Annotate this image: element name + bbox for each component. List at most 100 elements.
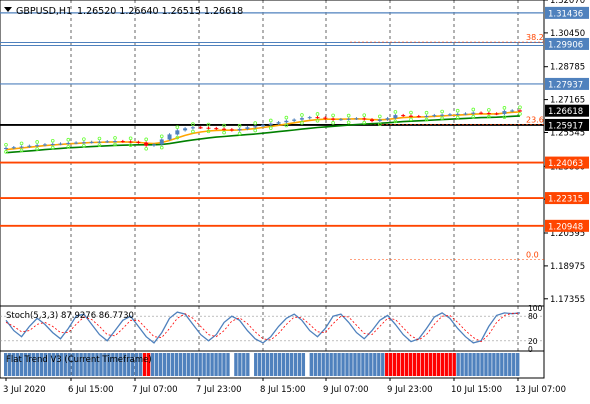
dot-marker: [362, 120, 367, 125]
candle-body: [144, 142, 149, 146]
horizontal-levels: [0, 12, 544, 227]
flat-trend-bar: [496, 353, 500, 376]
flat-trend-bar: [309, 353, 313, 376]
dot-marker: [409, 117, 413, 122]
flat-trend-bar: [59, 353, 63, 376]
flat-trend-bar: [51, 353, 55, 376]
dot-marker: [471, 114, 476, 119]
flat-trend-bar: [369, 353, 373, 376]
dot-marker: [346, 120, 351, 125]
flat-trend-bar: [99, 353, 103, 376]
candle-body: [237, 128, 242, 131]
flat-trend-bar: [504, 353, 508, 376]
flat-trend-bar: [186, 353, 190, 376]
dot-marker: [455, 115, 460, 120]
flat-trend-bar: [107, 353, 111, 376]
dot-marker: [35, 140, 39, 144]
candle-body: [463, 113, 468, 115]
flat-trend-bar: [440, 353, 444, 376]
level-price-tag: [545, 6, 589, 19]
dot-marker: [82, 137, 86, 141]
candle-body: [190, 127, 195, 129]
stochastic-label: Stoch(5,3,3) 87.9276 86.7730: [6, 311, 134, 321]
flat-trend-bar: [508, 353, 512, 376]
flat-trend-bar: [11, 353, 16, 376]
moving-average-line: [5, 115, 521, 154]
flat-trend-bar: [345, 353, 349, 376]
candle-body: [494, 113, 499, 115]
flat-trend-bar: [39, 353, 44, 376]
dot-marker: [4, 143, 8, 147]
price-tick-label: 1.17355: [550, 295, 585, 305]
flat-trend-bar: [325, 353, 329, 376]
flat-trend-bar: [361, 353, 365, 376]
flat-trend-bar: [373, 353, 377, 376]
candle-body: [401, 115, 406, 117]
main-chart-frame[interactable]: [0, 0, 545, 307]
flat-trend-bar: [289, 353, 294, 376]
fib-label: 0.0: [526, 251, 539, 260]
dot-marker: [35, 147, 39, 151]
dot-marker: [378, 114, 382, 119]
candle-body: [66, 142, 71, 144]
dot-marker: [237, 123, 242, 128]
dot-marker: [4, 150, 8, 154]
level-price-tag: [545, 156, 589, 169]
flat-trend-bar: [146, 353, 151, 376]
candle-body: [408, 115, 413, 117]
flat-trend-bar: [250, 353, 254, 376]
flat-trend-bar: [273, 353, 278, 376]
time-axis: 3 Jul 2020 6 Jul 15:00 7 Jul 07:00 7 Jul 23…: [3, 378, 566, 395]
candle-body: [268, 123, 273, 125]
dot-marker: [502, 106, 507, 110]
dot-marker: [502, 115, 507, 119]
flat-trend-bar: [408, 353, 413, 376]
flat-trend-bar: [127, 353, 131, 376]
flat-trend-bar: [448, 353, 452, 376]
flat-trend-bar: [321, 353, 325, 376]
stochastic-line: [5, 311, 521, 344]
dot-marker: [50, 138, 55, 143]
level-price-tag: [545, 219, 589, 232]
dot-marker: [206, 122, 211, 127]
flat-trend-bar: [138, 353, 143, 376]
level-price-label: 1.22315: [548, 195, 583, 205]
flat-trend-bar: [349, 353, 353, 376]
candle-body: [292, 119, 297, 121]
current-price-label: 1.26618: [548, 107, 583, 117]
flat-trend-bar: [341, 353, 345, 376]
stochastic-panel[interactable]: [0, 305, 545, 352]
collapse-triangle-icon[interactable]: [4, 7, 12, 12]
dot-marker: [409, 110, 413, 115]
dot-marker: [159, 134, 164, 139]
flat-trend-bar: [476, 353, 480, 376]
fib-label: 23.6: [526, 115, 544, 124]
flat-trend-bar: [238, 353, 242, 376]
level-price-label: 1.24063: [548, 159, 583, 169]
flat-trend-bar: [134, 353, 139, 376]
candle-body: [471, 112, 476, 114]
dot-marker: [284, 115, 289, 120]
dot-marker: [144, 147, 148, 151]
dot-marker: [300, 121, 304, 125]
flat-trend-bar: [428, 353, 433, 376]
price-tick-label: 1.25545: [550, 128, 585, 138]
price-tick-label: 1.28785: [550, 63, 585, 73]
candle-body: [315, 117, 320, 119]
candle-body: [510, 110, 515, 112]
candle-body: [167, 134, 172, 140]
candle-body: [113, 141, 118, 143]
flat-trend-bar: [277, 353, 282, 376]
flat-trend-bar: [194, 353, 198, 376]
candle-body: [58, 143, 63, 145]
flat-trend-bar: [123, 353, 127, 376]
candle-body: [27, 145, 32, 147]
dot-marker: [19, 141, 24, 146]
flat-trend-bar: [472, 353, 476, 376]
candle-body: [307, 117, 312, 119]
flat-trend-bar: [23, 353, 28, 376]
dot-marker: [362, 113, 367, 117]
price-axis: 1.320701.304501.287851.271651.255451.238…: [544, 0, 589, 305]
candle-body: [198, 127, 203, 129]
